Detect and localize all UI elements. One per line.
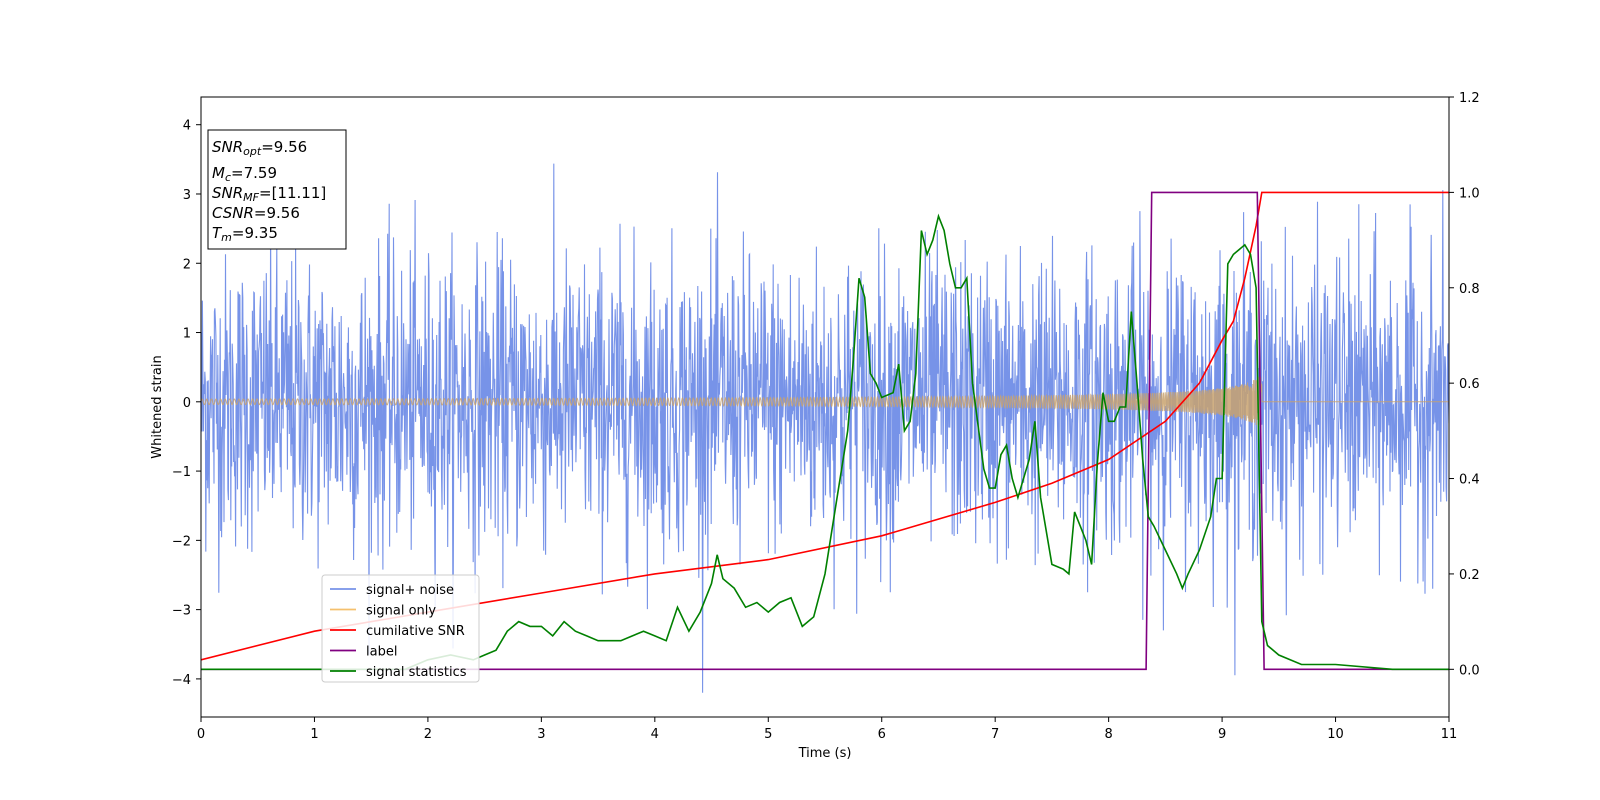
series-layer	[201, 163, 1449, 693]
y-tick-label-right: 0.4	[1459, 473, 1480, 488]
y-tick-label-right: 1.2	[1459, 91, 1480, 106]
legend-label: cumilative SNR	[366, 624, 465, 639]
x-tick-label: 6	[878, 727, 886, 742]
x-tick-label: 5	[764, 727, 772, 742]
info-box: SNRopt=9.56 Mc=7.59 SNRMF=[11.11] CSNR=9…	[207, 129, 347, 250]
legend: signal+ noise signal only cumilative SNR la…	[321, 574, 480, 683]
y-tick-label-left: −4	[172, 673, 191, 688]
x-tick-label: 10	[1327, 727, 1344, 742]
y-tick-label-right: 0.0	[1459, 663, 1480, 678]
legend-label: label	[366, 645, 397, 660]
series-label-line	[201, 191, 1449, 671]
series-signal-only-line	[201, 376, 1449, 427]
legend-label: signal only	[366, 604, 436, 619]
y-tick-label-right: 1.0	[1459, 186, 1480, 201]
x-tick-label: 9	[1218, 727, 1226, 742]
series-cumulative-snr-line	[201, 191, 1449, 661]
y-tick-label-left: −3	[172, 604, 191, 619]
x-axis-label: Time (s)	[798, 746, 852, 761]
info-mc: Mc=7.59	[212, 164, 277, 184]
y-axis-right: 0.0 0.2 0.4 0.6 0.8 1.0 1.2	[1449, 91, 1480, 678]
y-tick-label-left: 2	[183, 257, 191, 272]
y-tick-label-left: 0	[183, 396, 191, 411]
y-tick-label-left: −1	[172, 465, 191, 480]
info-tm: Tm=9.35	[212, 224, 278, 244]
x-tick-label: 0	[197, 727, 205, 742]
y-axis-label: Whitened strain	[150, 355, 165, 458]
y-axis-left: −4 −3 −2 −1 0 1 2 3 4	[172, 119, 201, 688]
y-tick-label-left: 4	[183, 119, 191, 134]
x-tick-label: 4	[651, 727, 659, 742]
info-csnr: CSNR=9.56	[212, 204, 300, 222]
plot-frame	[200, 96, 1450, 718]
y-tick-label-right: 0.6	[1459, 377, 1480, 392]
series-signal-statistics-line	[201, 213, 1449, 671]
x-tick-label: 3	[537, 727, 545, 742]
x-tick-label: 7	[991, 727, 999, 742]
series-signal-noise-line	[201, 163, 1449, 693]
x-axis: 0 1 2 3 4 5 6 7 8 9 10 11	[197, 717, 1457, 742]
legend-label: signal+ noise	[366, 583, 454, 598]
y-tick-label-right: 0.8	[1459, 282, 1480, 297]
x-tick-label: 2	[424, 727, 432, 742]
y-tick-label-left: −2	[172, 534, 191, 549]
x-tick-label: 8	[1104, 727, 1112, 742]
y-tick-label-right: 0.2	[1459, 568, 1480, 583]
y-tick-label-left: 1	[183, 327, 191, 342]
legend-label: signal statistics	[366, 665, 467, 680]
x-tick-label: 1	[310, 727, 318, 742]
y-tick-label-left: 3	[183, 188, 191, 203]
info-snr-opt: SNRopt=9.56	[212, 138, 307, 158]
info-snr-mf: SNRMF=[11.11]	[212, 184, 326, 204]
x-tick-label: 11	[1441, 727, 1458, 742]
